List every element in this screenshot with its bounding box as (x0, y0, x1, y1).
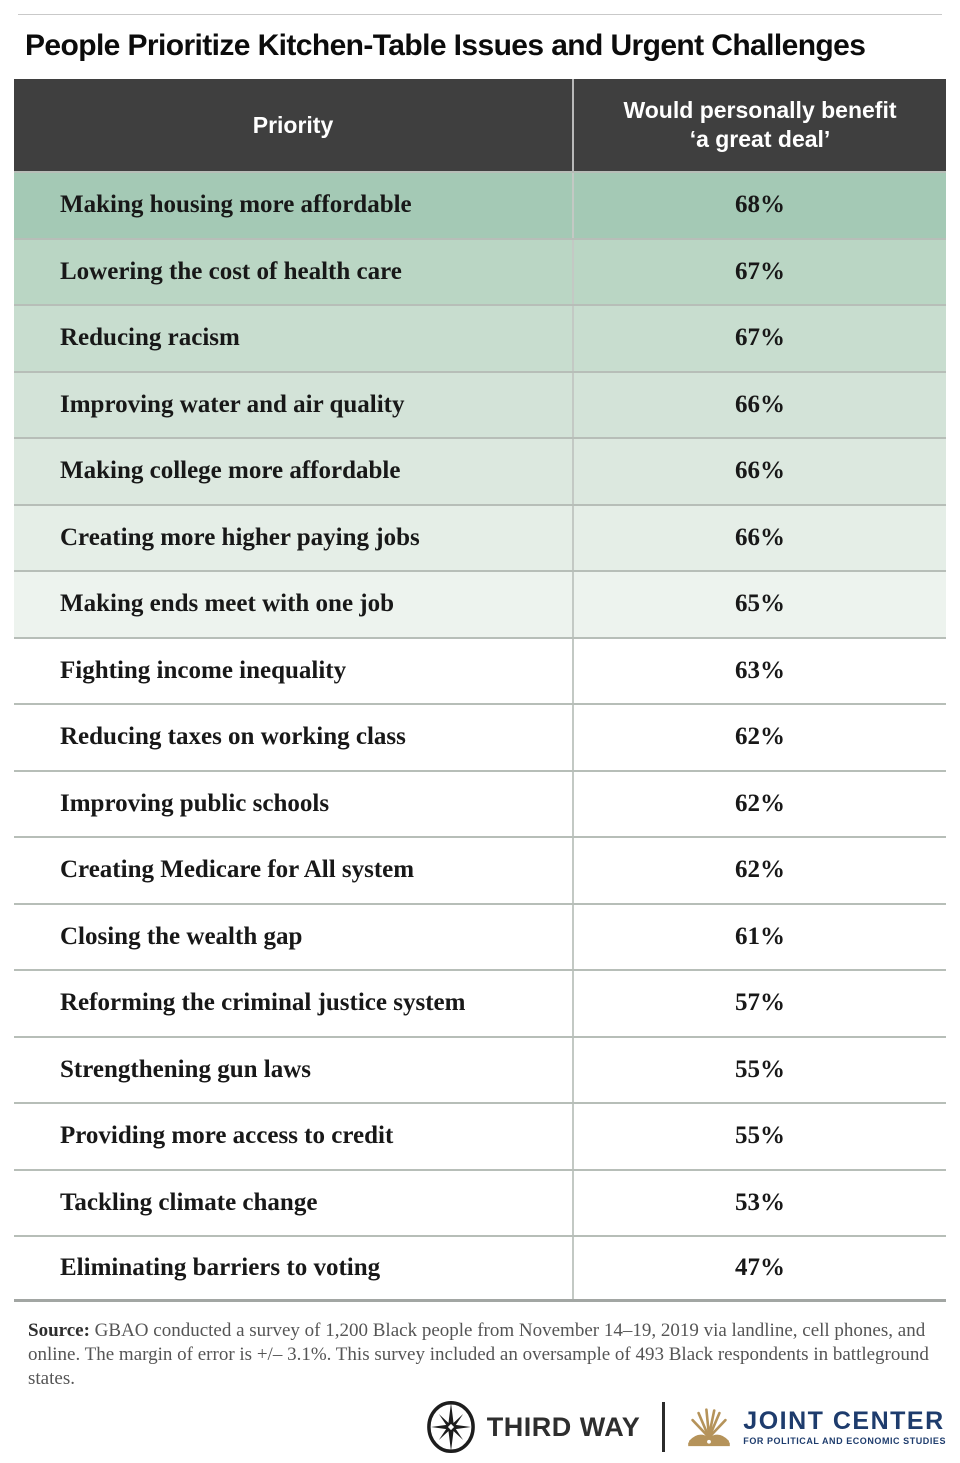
table-body: Making housing more affordable 68% Lowerin… (14, 171, 946, 1302)
value-cell: 67% (735, 257, 785, 285)
joint-center-tagline: FOR POLITICAL AND ECONOMIC STUDIES (743, 1435, 946, 1446)
table-row: Fighting income inequality 63% (14, 636, 946, 703)
joint-center-book-icon (688, 1408, 731, 1447)
value-cell: 47% (735, 1253, 785, 1281)
column-header-benefit: Would personally benefit ‘a great deal’ (574, 79, 946, 171)
priorities-table: Priority Would personally benefit ‘a gre… (14, 79, 946, 1302)
priority-cell: Making ends meet with one job (14, 572, 574, 637)
value-cell: 63% (735, 656, 785, 684)
table-row: Reducing taxes on working class 62% (14, 703, 946, 770)
value-cell: 55% (735, 1122, 785, 1150)
table-header: Priority Would personally benefit ‘a gre… (14, 79, 946, 171)
table-row: Tackling climate change 53% (14, 1168, 946, 1235)
value-cell: 62% (735, 789, 785, 817)
priority-cell: Reforming the criminal justice system (14, 971, 574, 1036)
footer-logos: THIRD WAY JOINT CENTER FOR POLITICAL AND (425, 1399, 946, 1455)
source-note: Source: GBAO conducted a survey of 1,200… (28, 1319, 930, 1392)
joint-center-name: JOINT CENTER (743, 1406, 945, 1435)
priority-cell: Reducing taxes on working class (14, 705, 574, 770)
priority-cell: Making housing more affordable (14, 173, 574, 238)
table-row: Creating Medicare for All system 62% (14, 836, 946, 903)
priority-cell: Closing the wealth gap (14, 904, 574, 969)
value-cell: 66% (735, 390, 785, 418)
value-cell: 53% (735, 1188, 785, 1216)
table-row: Making college more affordable 66% (14, 437, 946, 504)
priority-cell: Creating Medicare for All system (14, 838, 574, 903)
table-row: Improving water and air quality 66% (14, 370, 946, 437)
priority-cell: Fighting income inequality (14, 638, 574, 703)
source-label: Source: (28, 1319, 90, 1341)
priority-cell: Tackling climate change (14, 1170, 574, 1235)
value-cell: 65% (735, 590, 785, 618)
logo-divider (662, 1402, 666, 1452)
value-cell: 57% (735, 989, 785, 1017)
column-header-benefit-line2: ‘a great deal’ (689, 126, 831, 152)
value-cell: 67% (735, 324, 785, 352)
priority-cell: Reducing racism (14, 306, 574, 371)
source-text: GBAO conducted a survey of 1,200 Black p… (28, 1319, 929, 1390)
third-way-logo-text: THIRD WAY (486, 1411, 641, 1442)
table-row: Lowering the cost of health care 67% (14, 237, 946, 304)
value-cell: 61% (735, 922, 785, 950)
table-row: Improving public schools 62% (14, 769, 946, 836)
priority-cell: Providing more access to credit (14, 1104, 574, 1169)
table-row: Closing the wealth gap 61% (14, 902, 946, 969)
priority-cell: Lowering the cost of health care (14, 239, 574, 304)
value-cell: 68% (735, 191, 785, 219)
value-cell: 66% (735, 457, 785, 485)
table-row: Making ends meet with one job 65% (14, 570, 946, 637)
value-cell: 66% (735, 523, 785, 551)
value-cell: 62% (735, 723, 785, 751)
priority-cell: Improving public schools (14, 771, 574, 836)
table-row: Making housing more affordable 68% (14, 171, 946, 238)
table-row: Creating more higher paying jobs 66% (14, 503, 946, 570)
table-row: Reforming the criminal justice system 57% (14, 969, 946, 1036)
column-header-priority: Priority (14, 79, 574, 171)
table-row: Eliminating barriers to voting 47% (14, 1235, 946, 1302)
table-row: Reducing racism 67% (14, 304, 946, 371)
top-divider (18, 14, 942, 15)
priority-cell: Making college more affordable (14, 439, 574, 504)
table-row: Providing more access to credit 55% (14, 1102, 946, 1169)
joint-center-text: JOINT CENTER FOR POLITICAL AND ECONOMIC … (743, 1406, 946, 1446)
priority-cell: Improving water and air quality (14, 372, 574, 437)
page-title: People Prioritize Kitchen-Table Issues a… (25, 29, 866, 62)
value-cell: 55% (735, 1055, 785, 1083)
table-row: Strengthening gun laws 55% (14, 1035, 946, 1102)
third-way-compass-icon (426, 1401, 475, 1453)
value-cell: 62% (735, 856, 785, 884)
column-header-benefit-line1: Would personally benefit (623, 97, 897, 124)
joint-center-logo: JOINT CENTER FOR POLITICAL AND ECONOMIC … (683, 1404, 946, 1450)
priority-cell: Strengthening gun laws (14, 1037, 574, 1102)
priority-cell: Creating more higher paying jobs (14, 505, 574, 570)
priority-cell: Eliminating barriers to voting (14, 1237, 574, 1299)
